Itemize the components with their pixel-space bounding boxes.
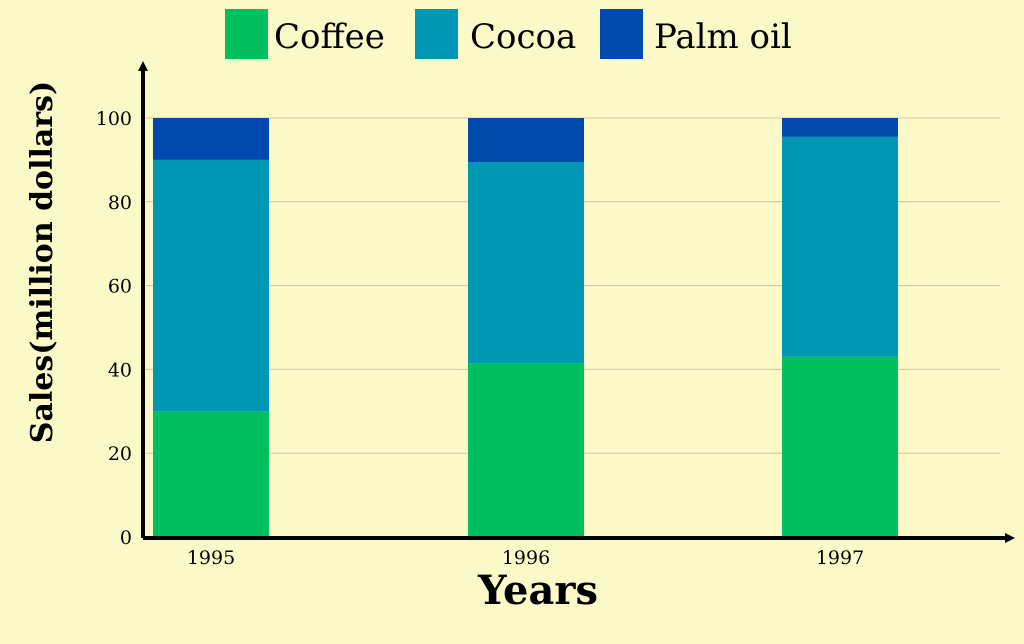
bars [153,118,898,537]
bar-segment-palm-oil-1997 [782,118,898,137]
y-tick-label: 20 [108,443,132,465]
bar-segment-cocoa-1995 [153,159,269,412]
x-tick-labels: 1995 1996 1997 [187,547,864,569]
y-tick-labels: 0 20 40 60 80 100 [96,108,132,549]
x-axis-label: Years [477,567,598,614]
legend-label: Palm oil [654,17,792,57]
y-tick-label: 80 [108,192,132,214]
bar-segment-palm-oil-1995 [153,118,269,160]
bar-segment-cocoa-1996 [468,161,584,364]
y-tick-label: 100 [96,108,132,130]
x-tick-label: 1995 [187,547,235,569]
y-axis-label: Sales(million dollars) [25,81,60,443]
bar-segment-cocoa-1997 [782,136,898,357]
bar-segment-coffee-1995 [153,411,269,537]
y-tick-label: 0 [120,527,132,549]
bar-segment-coffee-1997 [782,356,898,537]
legend-swatch [225,9,268,59]
legend: Coffee Cocoa Palm oil [225,9,792,59]
y-tick-label: 40 [108,359,132,381]
y-tick-label: 60 [108,276,132,298]
bar-segment-coffee-1996 [468,363,584,537]
x-tick-label: 1997 [816,547,864,569]
legend-label: Coffee [274,17,385,57]
x-tick-label: 1996 [502,547,550,569]
legend-swatch [600,9,643,59]
legend-label: Cocoa [470,17,576,57]
bar-segment-palm-oil-1996 [468,118,584,162]
legend-swatch [415,9,458,59]
